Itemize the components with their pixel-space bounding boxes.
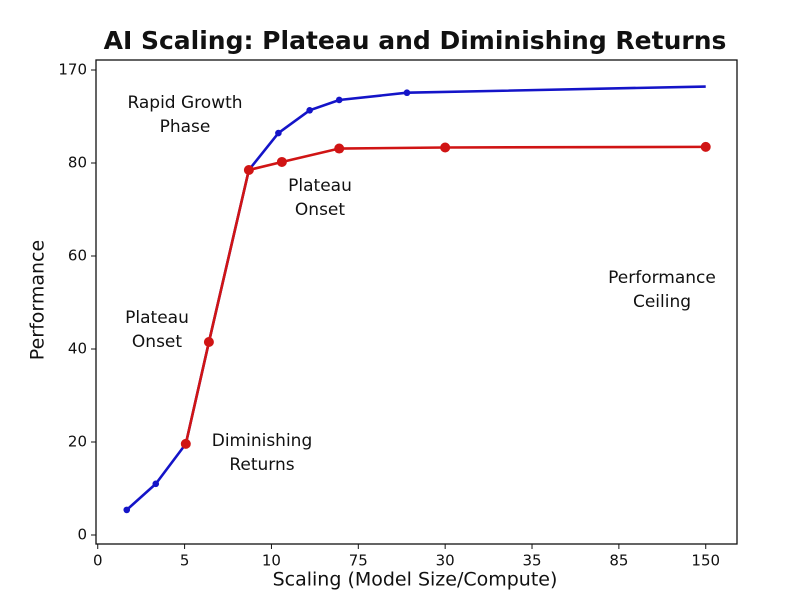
data-point	[440, 142, 451, 153]
data-point	[203, 337, 214, 348]
data-point	[276, 156, 287, 167]
data-point	[700, 141, 711, 152]
x-axis-label: Scaling (Model Size/Compute)	[273, 569, 558, 591]
x-tick-label: 150	[691, 552, 720, 570]
annotation: Diminishing	[212, 431, 313, 451]
annotation: Onset	[132, 332, 182, 352]
annotation: Returns	[229, 455, 294, 475]
x-tick-label: 30	[436, 552, 455, 570]
x-tick-label: 35	[522, 552, 541, 570]
y-tick-label: 20	[68, 433, 87, 451]
data-point	[123, 506, 131, 514]
x-tick-label: 75	[349, 552, 368, 570]
plot-frame	[95, 59, 738, 545]
chart-title: AI Scaling: Plateau and Diminishing Retu…	[104, 26, 727, 55]
x-tick-label: 10	[262, 552, 281, 570]
data-point	[403, 89, 411, 97]
data-point	[152, 480, 160, 488]
annotation: Onset	[295, 200, 345, 220]
y-tick-label: 40	[68, 340, 87, 358]
data-point	[335, 96, 343, 104]
x-tick-label: 0	[93, 552, 103, 570]
x-tick-label: 5	[180, 552, 190, 570]
x-tick-label: 85	[609, 552, 628, 570]
y-tick-label: 60	[68, 247, 87, 265]
data-point	[243, 164, 254, 175]
y-tick-label: 80	[68, 154, 87, 172]
data-point	[275, 129, 282, 137]
annotation: Rapid Growth	[127, 93, 242, 113]
series-line	[125, 85, 706, 511]
y-tick-label: 0	[77, 526, 87, 544]
data-point	[180, 438, 191, 449]
annotation: Plateau	[288, 176, 352, 196]
y-axis-label: Performance	[27, 240, 49, 360]
series-line	[184, 145, 706, 445]
annotation: Phase	[160, 117, 211, 137]
data-point	[334, 143, 345, 154]
annotation: Plateau	[125, 308, 189, 328]
data-point	[306, 107, 313, 114]
annotation: Performance	[608, 268, 716, 288]
y-tick-label: 170	[58, 61, 87, 79]
annotation: Ceiling	[633, 292, 691, 312]
